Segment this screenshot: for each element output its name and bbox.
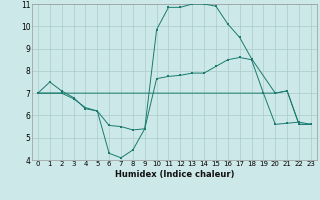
X-axis label: Humidex (Indice chaleur): Humidex (Indice chaleur) [115, 170, 234, 179]
